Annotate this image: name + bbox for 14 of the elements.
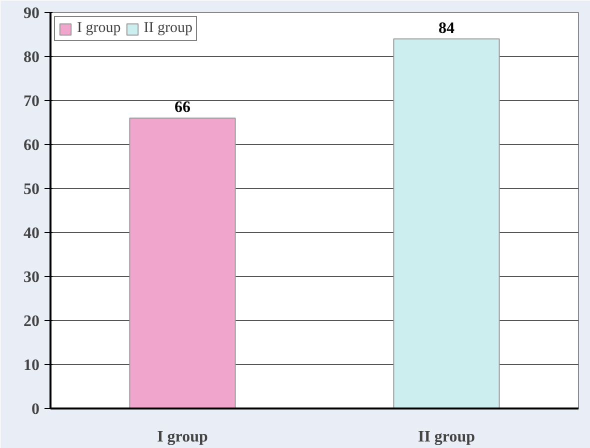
y-tick-label: 80	[24, 49, 40, 66]
data-label: 84	[438, 20, 454, 37]
y-tick-label: 50	[24, 181, 40, 198]
y-tick-label: 20	[24, 313, 40, 330]
y-tick-label: 30	[24, 269, 40, 286]
y-tick-label: 40	[24, 225, 40, 242]
y-tick-label: 70	[24, 93, 40, 110]
y-tick-label: 0	[32, 401, 40, 418]
legend-label: I group	[77, 20, 121, 37]
data-label: 66	[174, 99, 190, 116]
y-tick-label: 90	[24, 5, 40, 22]
y-tick-label: 60	[24, 137, 40, 154]
legend-label: II group	[144, 20, 192, 37]
y-tick-label: 10	[24, 357, 40, 374]
